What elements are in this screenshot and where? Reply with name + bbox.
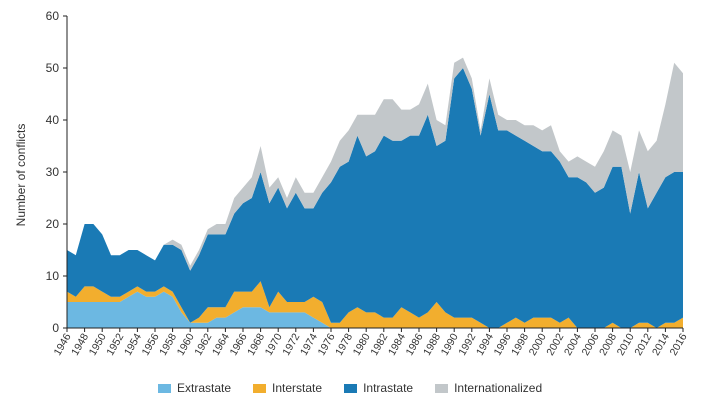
- legend-item-intrastate: Intrastate: [344, 381, 413, 395]
- x-tick-label: 1982: [368, 331, 390, 357]
- legend: Extrastate Interstate Intrastate Internatio…: [158, 381, 564, 395]
- x-tick-label: 2008: [597, 331, 619, 357]
- x-tick-label: 1966: [228, 331, 250, 357]
- area-layer: [67, 57, 683, 328]
- y-tick-label: 10: [46, 269, 60, 283]
- x-tick-label: 2016: [668, 331, 690, 357]
- x-tick-label: 1970: [263, 331, 285, 357]
- x-tick-label: 2002: [544, 331, 566, 357]
- x-tick-label: 1964: [210, 331, 232, 357]
- area-intrastate: [67, 68, 683, 328]
- legend-item-extrastate: Extrastate: [158, 381, 231, 395]
- x-tick-label: 1960: [175, 331, 197, 357]
- x-tick-label: 1980: [351, 331, 373, 357]
- y-tick-label: 0: [52, 321, 59, 335]
- x-tick-label: 1996: [492, 331, 514, 357]
- y-tick-label: 50: [46, 61, 60, 75]
- x-tick-label: 2000: [527, 331, 549, 357]
- x-tick-label: 1972: [280, 331, 302, 357]
- legend-swatch: [158, 383, 171, 393]
- x-tick-label: 1998: [509, 331, 531, 357]
- legend-label: Interstate: [272, 381, 323, 395]
- x-tick-label: 1984: [386, 331, 408, 357]
- x-tick-label: 1958: [157, 331, 179, 357]
- x-tick-label: 1948: [69, 331, 91, 357]
- x-tick-label: 1978: [333, 331, 355, 357]
- legend-label: Intrastate: [363, 381, 414, 395]
- x-tick-label: 1974: [298, 331, 320, 357]
- y-tick-label: 20: [46, 217, 60, 231]
- x-tick-label: 1990: [439, 331, 461, 357]
- legend-label: Extrastate: [177, 381, 232, 395]
- x-tick-label: 2006: [580, 331, 602, 357]
- legend-item-internationalized: Internationalized: [435, 381, 542, 395]
- x-tick-label: 2004: [562, 331, 584, 357]
- area-extrastate: [67, 291, 683, 328]
- x-tick-label: 1954: [122, 331, 144, 357]
- x-tick-label: 1950: [87, 331, 109, 357]
- legend-item-interstate: Interstate: [253, 381, 322, 395]
- x-tick-label: 1946: [52, 331, 74, 357]
- legend-swatch: [253, 383, 267, 393]
- x-tick-label: 1994: [474, 331, 496, 357]
- x-tick-label: 1968: [245, 331, 267, 357]
- x-tick-label: 1952: [104, 331, 126, 357]
- legend-label: Internationalized: [454, 381, 543, 395]
- y-tick-label: 60: [46, 9, 60, 23]
- x-tick-label: 2010: [615, 331, 637, 357]
- x-tick-label: 1976: [316, 331, 338, 357]
- x-tick-label: 1956: [140, 331, 162, 357]
- y-tick-label: 40: [46, 113, 60, 127]
- legend-swatch: [435, 383, 449, 393]
- x-tick-label: 1988: [421, 331, 443, 357]
- y-tick-label: 30: [46, 165, 60, 179]
- legend-swatch: [344, 383, 358, 393]
- x-tick-label: 1962: [192, 331, 214, 357]
- x-tick-label: 2014: [650, 331, 672, 357]
- x-tick-label: 1992: [456, 331, 478, 357]
- area-interstate: [67, 281, 683, 328]
- x-tick-label: 2012: [632, 331, 654, 357]
- y-axis-label: Number of conflicts: [14, 124, 28, 227]
- x-tick-label: 1986: [404, 331, 426, 357]
